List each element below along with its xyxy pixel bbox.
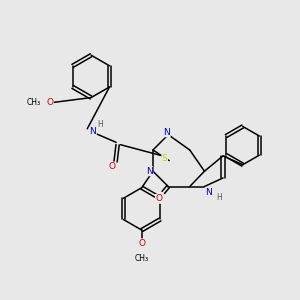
Text: CH₃: CH₃: [27, 98, 41, 107]
Text: O: O: [155, 194, 162, 203]
Text: O: O: [108, 162, 115, 171]
Text: S: S: [162, 154, 168, 163]
Text: N: N: [206, 188, 212, 197]
Text: N: N: [164, 128, 170, 137]
Text: H: H: [216, 193, 222, 202]
Text: H: H: [97, 120, 103, 129]
Text: CH₃: CH₃: [135, 254, 149, 263]
Text: N: N: [146, 167, 153, 176]
Text: O: O: [138, 239, 145, 248]
Text: N: N: [89, 127, 96, 136]
Text: O: O: [46, 98, 53, 107]
